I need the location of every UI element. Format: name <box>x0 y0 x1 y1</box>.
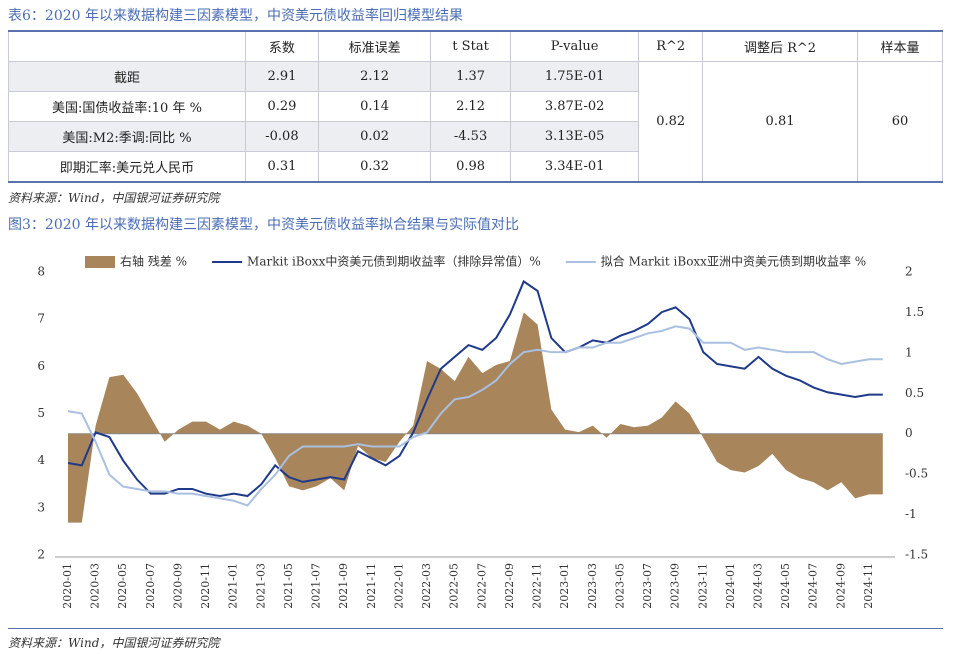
y2-tick-label: 1 <box>905 345 913 359</box>
y-tick-label: 3 <box>37 500 45 514</box>
cell: 1.37 <box>430 61 511 92</box>
x-tick-label: 2021-07 <box>310 563 323 609</box>
cell: 0.98 <box>430 151 511 183</box>
x-tick-label: 2021-01 <box>227 563 240 609</box>
y2-tick-label: -1 <box>905 507 917 521</box>
col-header: P-value <box>509 30 640 62</box>
x-tick-label: 2021-05 <box>282 563 295 609</box>
x-tick-label: 2024-03 <box>752 563 765 609</box>
x-tick-label: 2023-03 <box>586 563 599 609</box>
x-tick-label: 2022-01 <box>392 563 405 609</box>
y-tick-label: 8 <box>37 265 45 279</box>
y-tick-label: 4 <box>37 453 45 467</box>
x-tick-label: 2022-05 <box>448 563 461 609</box>
regression-table: 系数 标准误差 t Stat P-value R^2 调整后 R^2 样本量 截… <box>8 30 943 183</box>
residual-area <box>68 312 883 523</box>
x-tick-label: 2022-09 <box>503 563 516 609</box>
y2-tick-label: 0 <box>905 426 913 440</box>
y2-tick-label: -0.5 <box>905 467 928 481</box>
y-tick-label: 7 <box>37 312 45 326</box>
y-tick-label: 6 <box>37 359 45 373</box>
rule <box>8 628 943 629</box>
x-tick-label: 2022-07 <box>475 563 488 609</box>
chart-title: 图3：2020 年以来数据构建三因素模型，中资美元债收益率拟合结果与实际值对比 <box>8 217 519 233</box>
cell: 2.12 <box>317 61 432 92</box>
table-source: 资料来源：Wind，中国银河证券研究院 <box>8 191 220 205</box>
x-tick-label: 2024-09 <box>834 563 847 609</box>
x-tick-label: 2023-07 <box>641 563 654 609</box>
x-tick-label: 2023-11 <box>696 563 709 609</box>
corner <box>8 30 246 62</box>
y-tick-label: 2 <box>37 548 45 562</box>
y2-tick-label: -1.5 <box>905 548 928 562</box>
cell: 美国:M2:季调:同比 % <box>8 121 246 152</box>
col-header: 系数 <box>245 30 319 62</box>
col-header: 样本量 <box>857 30 943 62</box>
x-tick-label: 2021-11 <box>365 563 378 609</box>
cell: 0.02 <box>317 121 432 152</box>
cell: 2.91 <box>245 61 319 92</box>
x-tick-label: 2020-03 <box>89 563 102 609</box>
cell: 0.82 <box>638 61 703 183</box>
chart-source: 资料来源：Wind，中国银河证券研究院 <box>8 636 220 650</box>
legend-label: 拟合 Markit iBoxx亚洲中资美元债到期收益率 % <box>601 254 866 269</box>
x-tick-label: 2024-07 <box>807 563 820 609</box>
cell: -0.08 <box>245 121 319 152</box>
cell: 0.29 <box>245 91 319 122</box>
cell: 3.13E-05 <box>509 121 640 152</box>
y2-tick-label: 1.5 <box>905 305 924 319</box>
x-tick-label: 2020-05 <box>116 563 129 609</box>
x-tick-label: 2020-09 <box>171 563 184 609</box>
y-tick-label: 5 <box>37 406 45 420</box>
cell: 0.14 <box>317 91 432 122</box>
x-tick-label: 2023-05 <box>613 563 626 609</box>
chart: 2 3 4 5 6 7 8 -1.5 -1 -0.5 0 0.5 1 1.5 2 2020-01 2020-03… <box>37 254 928 609</box>
cell: 60 <box>857 61 943 183</box>
x-tick-label: 2021-03 <box>254 563 267 609</box>
x-tick-label: 2021-09 <box>337 563 350 609</box>
x-tick-label: 2022-03 <box>420 563 433 609</box>
table-caption: 表6：2020 年以来数据构建三因素模型，中资美元债收益率回归模型结果 <box>8 8 463 24</box>
cell: 美国:国债收益率:10 年 % <box>8 91 246 122</box>
x-tick-label: 2020-11 <box>199 563 212 609</box>
x-tick-label: 2024-01 <box>724 563 737 609</box>
legend-label: 右轴 残差 % <box>120 254 187 269</box>
cell: 3.34E-01 <box>509 151 640 183</box>
cell: 0.31 <box>245 151 319 183</box>
cell: 2.12 <box>430 91 511 122</box>
legend-swatch <box>85 256 115 268</box>
x-tick-label: 2023-09 <box>669 563 682 609</box>
col-header: 调整后 R^2 <box>701 30 859 62</box>
cell: 1.75E-01 <box>509 61 640 92</box>
col-header: 标准误差 <box>317 30 432 62</box>
y2-tick-label: 0.5 <box>905 386 924 400</box>
cell: 即期汇率:美元兑人民币 <box>8 151 246 183</box>
cell: 0.32 <box>317 151 432 183</box>
cell: 截距 <box>8 61 246 92</box>
x-tick-label: 2023-01 <box>558 563 571 609</box>
x-tick-label: 2024-05 <box>779 563 792 609</box>
col-header: R^2 <box>638 30 703 62</box>
cell: -4.53 <box>430 121 511 152</box>
x-tick-label: 2024-11 <box>862 563 875 609</box>
legend-label: Markit iBoxx中资美元债到期收益率（排除异常值）% <box>247 254 541 269</box>
x-tick-label: 2022-11 <box>531 563 544 609</box>
cell: 3.87E-02 <box>509 91 640 122</box>
series-line <box>67 325 883 507</box>
cell: 0.81 <box>701 61 859 183</box>
y2-tick-label: 2 <box>905 265 913 279</box>
x-tick-label: 2020-01 <box>61 563 74 609</box>
series-line <box>67 279 883 498</box>
col-header: t Stat <box>430 30 511 62</box>
x-tick-label: 2020-07 <box>144 563 157 609</box>
